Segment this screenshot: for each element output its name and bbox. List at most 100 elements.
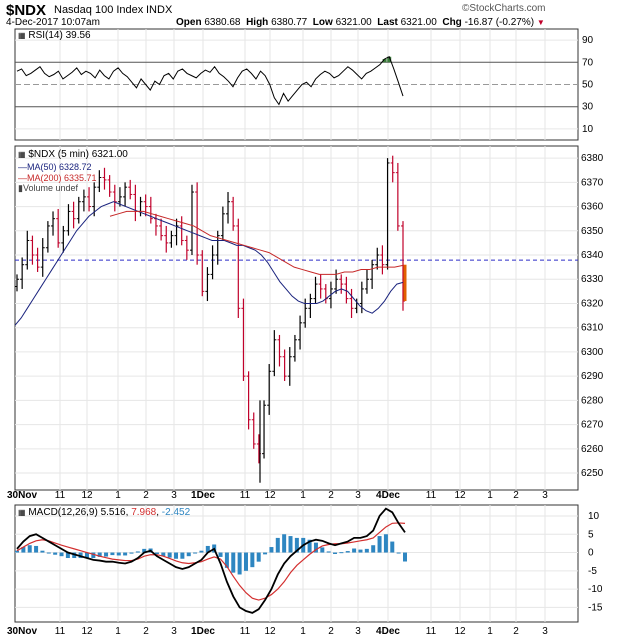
panel-settings-icon[interactable]: ▦ [18, 508, 26, 517]
macd-histogram-bar [263, 552, 268, 555]
macd-histogram-bar [383, 534, 388, 553]
x-axis-tick-label: 1 [487, 490, 493, 501]
ma200-swatch-icon: — [18, 173, 27, 183]
macd-histogram-bar [294, 537, 299, 553]
x-axis-tick-label: 4Dec [376, 490, 400, 501]
open-label: Open [176, 17, 202, 28]
macd-histogram-bar [104, 552, 109, 557]
price-y-tick-label: 6290 [581, 371, 604, 382]
volume-legend-text: Volume undef [22, 183, 78, 193]
ma50-legend-text: MA(50) 6328.72 [27, 162, 92, 172]
macd-y-tick-label: 5 [588, 529, 594, 540]
hist-value: -2.452 [161, 507, 191, 518]
chg-value: -16.87 (-0.27%) [464, 17, 535, 28]
macd-histogram-bar [116, 552, 121, 556]
macd-histogram-bar [53, 552, 58, 555]
macd-histogram-bar [46, 552, 51, 554]
macd-histogram-bar [97, 552, 102, 557]
price-legend-volume: ▮Volume undef [18, 184, 78, 193]
price-y-tick-label: 6370 [581, 177, 604, 188]
x-axis-tick-label: 11 [240, 490, 251, 501]
x-axis-tick-label: 11 [426, 490, 437, 501]
price-legend-0: ▦ $NDX (5 min) 6321.00 [18, 150, 128, 160]
down-arrow-icon: ▼ [536, 18, 545, 27]
macd-histogram-bar [339, 552, 344, 554]
axis-labels: 30Nov30Nov111112121122331Dec1Dec11111212… [7, 35, 604, 637]
price-legend-text: $NDX (5 min) 6321.00 [28, 149, 128, 160]
macd-histogram-bar [123, 552, 128, 556]
panel-settings-icon[interactable]: ▦ [18, 150, 26, 159]
exchange: INDX [146, 4, 173, 16]
panel-frames [14, 28, 579, 623]
macd-histogram-bar [154, 552, 159, 554]
macd-histogram-bar [174, 552, 179, 559]
x-axis-tick-label: 2 [513, 490, 519, 501]
ohlc-line: Open 6380.68 High 6380.77 Low 6321.00 La… [176, 18, 545, 28]
grid-lines [15, 29, 578, 622]
macd-histogram-bar [345, 551, 350, 553]
macd-histogram-bar [205, 545, 210, 553]
x-axis-tick-label: 1 [115, 626, 121, 637]
rsi-y-tick-label: 50 [582, 80, 594, 91]
price-y-tick-label: 6300 [581, 347, 604, 358]
x-axis-tick-label: 3 [355, 626, 361, 637]
macd-histogram-bar [199, 550, 204, 553]
macd-histogram-bar [161, 552, 166, 557]
rsi-y-tick-label: 90 [582, 35, 594, 46]
macd-histogram-bar [15, 550, 19, 553]
macd-histogram-bar [129, 552, 134, 554]
price-y-tick-label: 6380 [581, 153, 604, 164]
low-value: 6321.00 [335, 17, 372, 28]
macd-histogram-bar [59, 552, 64, 557]
chg-label: Chg [442, 17, 462, 28]
macd-histogram-bar [27, 545, 32, 553]
macd-histogram-bar [320, 547, 325, 553]
macd-histogram-bar [186, 552, 191, 557]
macd-y-tick-label: -10 [588, 584, 603, 595]
price-y-tick-label: 6340 [581, 250, 604, 261]
ma200-line [109, 210, 404, 275]
price-plot [14, 155, 578, 483]
last-price-bar [403, 264, 407, 302]
macd-histogram-bar [180, 552, 185, 559]
price-y-tick-label: 6350 [581, 226, 604, 237]
rsi-plot [16, 56, 404, 106]
macd-histogram-bar [396, 552, 401, 554]
x-axis-tick-label: 11 [55, 490, 66, 501]
macd-histogram-bar [377, 536, 382, 553]
macd-histogram-bar [243, 552, 248, 571]
ma50-swatch-icon: — [18, 162, 27, 172]
x-axis-tick-label: 12 [81, 626, 93, 637]
panel-settings-icon[interactable]: ▦ [18, 31, 26, 40]
x-axis-tick-label: 2 [143, 626, 149, 637]
open-value: 6380.68 [204, 17, 241, 28]
macd-histogram-bar [224, 552, 229, 568]
macd-y-tick-label: 0 [588, 548, 594, 559]
x-axis-tick-label: 2 [513, 626, 519, 637]
macd-histogram-bar [40, 550, 45, 553]
macd-histogram-bar [135, 551, 140, 553]
macd-histogram-bar [352, 548, 357, 553]
macd-histogram-bar [269, 547, 274, 553]
macd-histogram-bar [307, 539, 312, 553]
x-axis-tick-label: 1 [115, 490, 121, 501]
macd-histogram-bar [275, 537, 280, 553]
macd-histogram-bar [390, 541, 395, 553]
macd-histogram-bar [110, 552, 115, 556]
x-axis-tick-label: 12 [454, 490, 466, 501]
macd-histogram-bar [21, 547, 26, 553]
rsi-y-tick-label: 10 [582, 124, 594, 135]
macd-histogram-bar [167, 552, 172, 558]
x-axis-tick-label: 1Dec [191, 626, 215, 637]
rsi-label: ▦ RSI(14) 39.56 [18, 31, 91, 41]
low-label: Low [312, 17, 333, 28]
macd-histogram-bar [282, 534, 287, 553]
macd-histogram-bar [237, 552, 242, 575]
x-axis-tick-label: 11 [55, 626, 66, 637]
last-label: Last [377, 17, 398, 28]
x-axis-tick-label: 3 [171, 490, 177, 501]
volume-bars-icon: ▮ [18, 183, 23, 193]
x-axis-tick-label: 30Nov [7, 626, 37, 637]
macd-histogram-bar [288, 536, 293, 553]
